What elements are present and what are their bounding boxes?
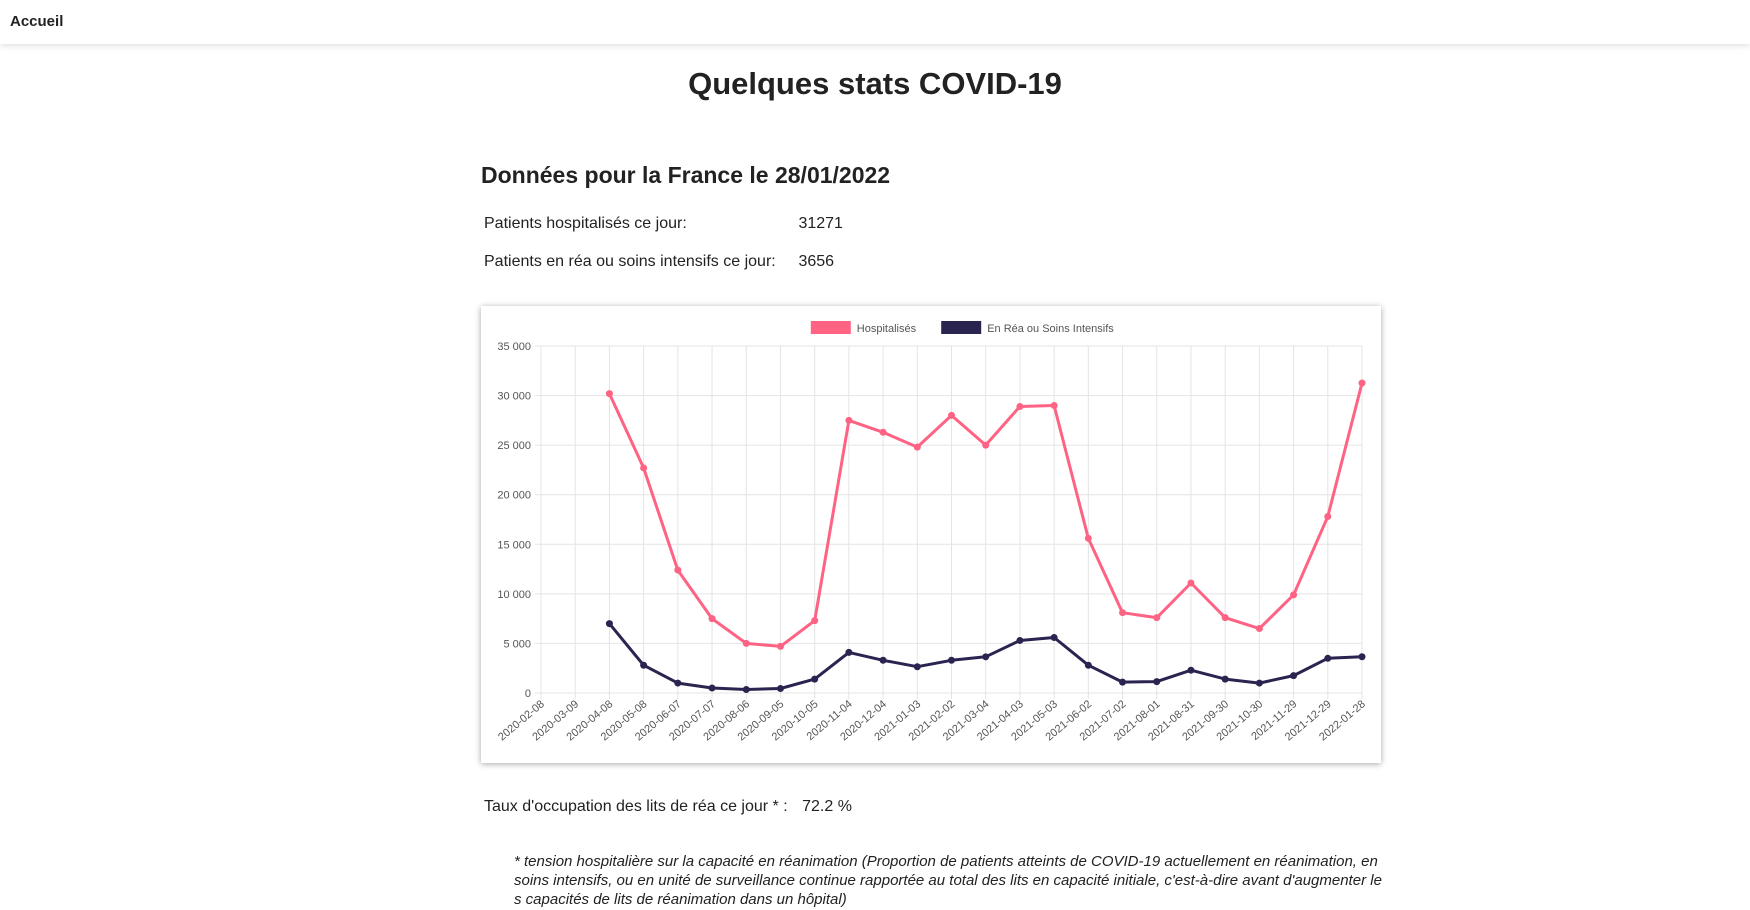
occupation-label: Taux d'occupation des lits de réa ce jou… xyxy=(484,798,788,815)
data-point xyxy=(640,661,648,669)
y-tick-label: 10 000 xyxy=(497,589,531,601)
data-point xyxy=(742,639,750,647)
data-point xyxy=(811,617,819,625)
chart-card: 0 5 000 10 000 15 000 20 000 25 000 30 000 35 0… xyxy=(481,306,1381,763)
y-tick-label: 35 000 xyxy=(497,341,531,353)
data-point xyxy=(982,653,990,661)
data-point xyxy=(1221,614,1229,622)
data-point xyxy=(879,428,887,436)
icu-value: 3656 xyxy=(798,253,835,270)
data-point xyxy=(605,620,613,628)
data-point xyxy=(1358,653,1366,661)
data-point xyxy=(1016,402,1024,410)
data-point xyxy=(1016,636,1024,644)
data-point xyxy=(879,656,887,664)
page-title: Quelques stats COVID-19 xyxy=(688,66,1062,101)
icu-occupation-stat: Taux d'occupation des lits de réa ce jou… xyxy=(484,798,852,816)
data-point xyxy=(1358,379,1366,387)
data-point xyxy=(1153,614,1161,622)
data-point xyxy=(1324,654,1332,662)
data-point xyxy=(674,679,682,687)
y-tick-label: 15 000 xyxy=(497,539,531,551)
hospitalized-value: 31271 xyxy=(798,215,843,232)
y-tick-label: 25 000 xyxy=(497,440,531,452)
data-point xyxy=(776,642,784,650)
y-tick-label: 0 xyxy=(525,688,531,700)
data-point xyxy=(1221,675,1229,683)
data-point xyxy=(1050,633,1058,641)
data-point xyxy=(1084,534,1092,542)
data-point xyxy=(1119,678,1127,686)
data-point xyxy=(776,685,784,693)
icu-stat: Patients en réa ou soins intensifs ce jo… xyxy=(484,253,834,271)
y-tick-label: 30 000 xyxy=(497,391,531,403)
data-point xyxy=(845,416,853,424)
data-point xyxy=(1255,625,1263,633)
data-point xyxy=(1084,661,1092,669)
data-point xyxy=(1119,609,1127,617)
data-point xyxy=(913,443,921,451)
data-point xyxy=(1153,678,1161,686)
data-point xyxy=(708,684,716,692)
data-point xyxy=(708,615,716,623)
icu-label: Patients en réa ou soins intensifs ce jo… xyxy=(484,253,776,270)
data-point xyxy=(640,464,648,472)
occupation-value: 72.2 % xyxy=(802,798,852,815)
top-navbar: Accueil xyxy=(0,0,1750,44)
legend-label: Hospitalisés xyxy=(857,323,917,335)
y-tick-label: 20 000 xyxy=(497,490,531,502)
data-point xyxy=(845,648,853,656)
hospitalized-label: Patients hospitalisés ce jour: xyxy=(484,215,687,232)
data-point xyxy=(1255,679,1263,687)
covid-line-chart: 0 5 000 10 000 15 000 20 000 25 000 30 000 35 0… xyxy=(496,321,1368,743)
data-point xyxy=(811,675,819,683)
nav-home-link[interactable]: Accueil xyxy=(10,13,64,30)
data-point xyxy=(948,656,955,664)
data-point xyxy=(913,663,921,671)
data-point xyxy=(1187,579,1195,587)
data-point xyxy=(1050,401,1058,409)
legend-swatch xyxy=(941,321,982,334)
footnote: * tension hospitalière sur la capacité e… xyxy=(514,853,1382,908)
data-point xyxy=(1290,672,1298,680)
data-point xyxy=(742,686,750,694)
france-section-title: Données pour la France le 28/01/2022 xyxy=(481,162,891,188)
data-point xyxy=(1324,513,1332,521)
data-point xyxy=(1290,591,1298,599)
data-point xyxy=(674,566,682,574)
hospitalized-stat: Patients hospitalisés ce jour: 31271 xyxy=(484,215,843,233)
data-point xyxy=(605,390,613,398)
legend-swatch xyxy=(810,321,851,334)
y-tick-label: 5 000 xyxy=(503,638,531,650)
legend-label: En Réa ou Soins Intensifs xyxy=(987,323,1114,335)
data-point xyxy=(1187,666,1195,674)
data-point xyxy=(948,411,955,419)
data-point xyxy=(982,441,990,449)
